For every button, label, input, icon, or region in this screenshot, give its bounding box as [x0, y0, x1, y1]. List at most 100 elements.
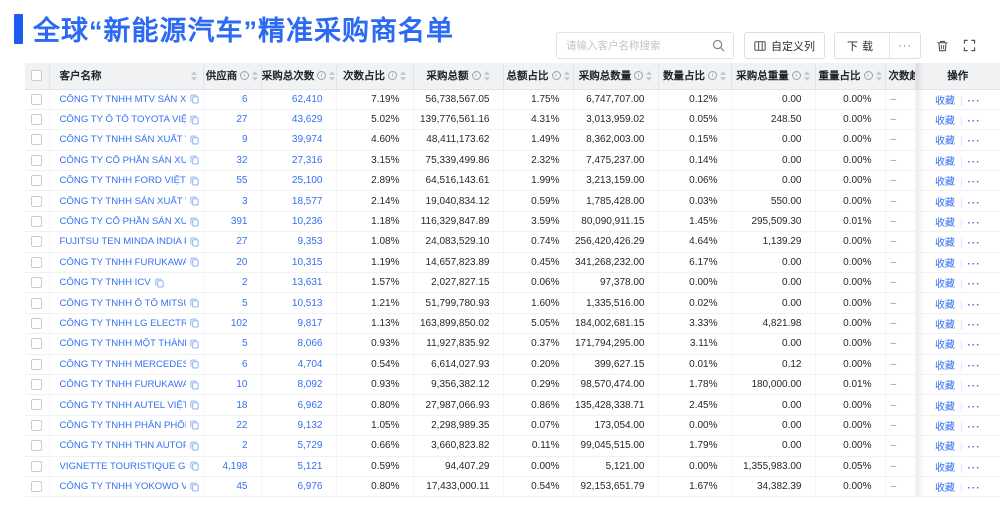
download-more-button[interactable]: ··· — [890, 33, 920, 58]
copy-icon[interactable] — [189, 318, 199, 329]
customer-name-link[interactable]: CÔNG TY TNHH LG ELECTRON... — [59, 317, 186, 329]
row-checkbox[interactable] — [31, 256, 43, 268]
customer-name-link[interactable]: VIGNETTE TOURISTIQUE G UNI... — [59, 460, 186, 472]
row-more-button[interactable]: ··· — [967, 136, 981, 148]
row-checkbox[interactable] — [31, 440, 43, 452]
search-icon[interactable] — [712, 39, 725, 52]
row-checkbox[interactable] — [31, 277, 43, 289]
row-checkbox[interactable] — [31, 481, 43, 493]
favorite-button[interactable]: 收藏 — [934, 462, 955, 474]
copy-icon[interactable] — [189, 257, 199, 267]
customer-name-link[interactable]: FUJITSU TEN MINDA INDIA PVT... — [59, 236, 186, 248]
customer-search-box[interactable] — [556, 32, 734, 59]
customer-name-link[interactable]: CÔNG TY TNHH PHÂN PHỐI T... — [59, 419, 186, 431]
copy-icon[interactable] — [189, 155, 199, 165]
column-header-qty_pct[interactable]: 数量占比 i — [658, 63, 732, 90]
row-checkbox[interactable] — [31, 338, 43, 350]
favorite-button[interactable]: 收藏 — [934, 319, 955, 331]
favorite-button[interactable]: 收藏 — [934, 360, 955, 372]
customer-name-link[interactable]: CÔNG TY TNHH SẢN XUẤT VÀ ... — [59, 195, 186, 207]
copy-icon[interactable] — [189, 482, 199, 492]
row-more-button[interactable]: ··· — [967, 442, 981, 454]
row-checkbox[interactable] — [31, 460, 43, 472]
customer-name-link[interactable]: CÔNG TY TNHH AUTEL VIỆT N... — [59, 399, 186, 411]
customer-name-link[interactable]: CÔNG TY TNHH FURUKAWA A... — [59, 379, 186, 391]
customer-name-link[interactable]: CÔNG TY Ô TÔ TOYOTA VIỆT ... — [59, 114, 186, 126]
sort-icon[interactable] — [400, 70, 406, 81]
column-header-amount[interactable]: 采购总额 i — [413, 63, 504, 90]
row-more-button[interactable]: ··· — [967, 360, 981, 372]
copy-icon[interactable] — [189, 298, 199, 308]
favorite-button[interactable]: 收藏 — [934, 483, 955, 495]
favorite-button[interactable]: 收藏 — [934, 340, 955, 352]
copy-icon[interactable] — [189, 461, 199, 471]
row-more-button[interactable]: ··· — [967, 156, 981, 168]
row-more-button[interactable]: ··· — [967, 197, 981, 209]
column-header-weight[interactable]: 采购总重量 i — [731, 63, 816, 90]
row-more-button[interactable]: ··· — [967, 177, 981, 189]
column-header-supplier[interactable]: 供应商 i — [203, 63, 262, 90]
row-checkbox[interactable] — [31, 297, 43, 309]
sort-icon[interactable] — [563, 70, 570, 81]
copy-icon[interactable] — [189, 400, 199, 410]
column-header-amount_pct[interactable]: 总额占比 i — [503, 63, 574, 90]
favorite-button[interactable]: 收藏 — [934, 421, 955, 433]
favorite-button[interactable]: 收藏 — [934, 95, 955, 107]
favorite-button[interactable]: 收藏 — [934, 381, 955, 393]
row-checkbox[interactable] — [31, 358, 43, 370]
copy-icon[interactable] — [155, 278, 164, 288]
row-more-button[interactable]: ··· — [967, 340, 981, 352]
row-checkbox[interactable] — [31, 134, 43, 146]
row-checkbox[interactable] — [31, 317, 43, 329]
search-input[interactable] — [566, 39, 712, 52]
customer-name-link[interactable]: CÔNG TY TNHH FORD VIỆT NAM — [59, 175, 186, 187]
customer-name-link[interactable]: CÔNG TY TNHH THN AUTOPAR... — [59, 440, 186, 452]
delete-icon[interactable] — [933, 37, 951, 55]
favorite-button[interactable]: 收藏 — [934, 258, 955, 270]
row-more-button[interactable]: ··· — [967, 258, 981, 270]
row-more-button[interactable]: ··· — [967, 483, 981, 495]
row-more-button[interactable]: ··· — [967, 116, 981, 128]
customer-name-link[interactable]: CÔNG TY TNHH Ô TÔ MITSUBI... — [59, 297, 186, 309]
customer-name-link[interactable]: CÔNG TY CỔ PHẦN SẢN XUẤT... — [59, 154, 186, 166]
row-more-button[interactable]: ··· — [967, 421, 981, 433]
row-more-button[interactable]: ··· — [967, 462, 981, 474]
favorite-button[interactable]: 收藏 — [934, 116, 955, 128]
customer-name-link[interactable]: CÔNG TY TNHH MỘT THÀNH V... — [59, 338, 186, 350]
customize-columns-button[interactable]: 自定义列 — [744, 32, 825, 59]
favorite-button[interactable]: 收藏 — [934, 299, 955, 311]
customer-name-link[interactable]: CÔNG TY TNHH YOKOWO VIỆT... — [59, 481, 186, 493]
sort-icon[interactable] — [483, 70, 490, 81]
row-more-button[interactable]: ··· — [967, 238, 981, 250]
copy-icon[interactable] — [189, 420, 199, 430]
row-more-button[interactable]: ··· — [967, 279, 981, 291]
row-checkbox[interactable] — [31, 195, 43, 207]
row-checkbox[interactable] — [31, 215, 43, 227]
row-checkbox[interactable] — [31, 154, 43, 166]
favorite-button[interactable]: 收藏 — [934, 218, 955, 230]
customer-name-link[interactable]: CÔNG TY TNHH SẢN XUẤT VÀ ... — [59, 134, 186, 146]
favorite-button[interactable]: 收藏 — [934, 238, 955, 250]
favorite-button[interactable]: 收藏 — [934, 177, 955, 189]
row-checkbox[interactable] — [31, 175, 43, 187]
row-checkbox[interactable] — [31, 93, 43, 105]
sort-icon[interactable] — [329, 70, 336, 81]
column-header-purchases[interactable]: 采购总次数 i — [261, 63, 337, 90]
row-checkbox[interactable] — [31, 236, 43, 248]
copy-icon[interactable] — [189, 196, 199, 206]
row-checkbox[interactable] — [31, 419, 43, 431]
row-more-button[interactable]: ··· — [967, 401, 981, 413]
customer-name-link[interactable]: CÔNG TY TNHH MTV SẢN XUẤ... — [59, 93, 186, 105]
copy-icon[interactable] — [189, 237, 199, 247]
favorite-button[interactable]: 收藏 — [934, 156, 955, 168]
row-checkbox[interactable] — [31, 114, 43, 126]
customer-name-link[interactable]: CÔNG TY TNHH ICV — [59, 277, 151, 289]
row-more-button[interactable]: ··· — [967, 319, 981, 331]
copy-icon[interactable] — [189, 217, 199, 227]
customer-name-link[interactable]: CÔNG TY TNHH MERCEDES–B... — [59, 358, 186, 370]
select-all-checkbox[interactable] — [31, 70, 43, 82]
customer-name-link[interactable]: CÔNG TY CỔ PHẦN SẢN XUẤT... — [59, 216, 186, 228]
row-checkbox[interactable] — [31, 399, 43, 411]
row-more-button[interactable]: ··· — [967, 95, 981, 107]
row-more-button[interactable]: ··· — [967, 218, 981, 230]
